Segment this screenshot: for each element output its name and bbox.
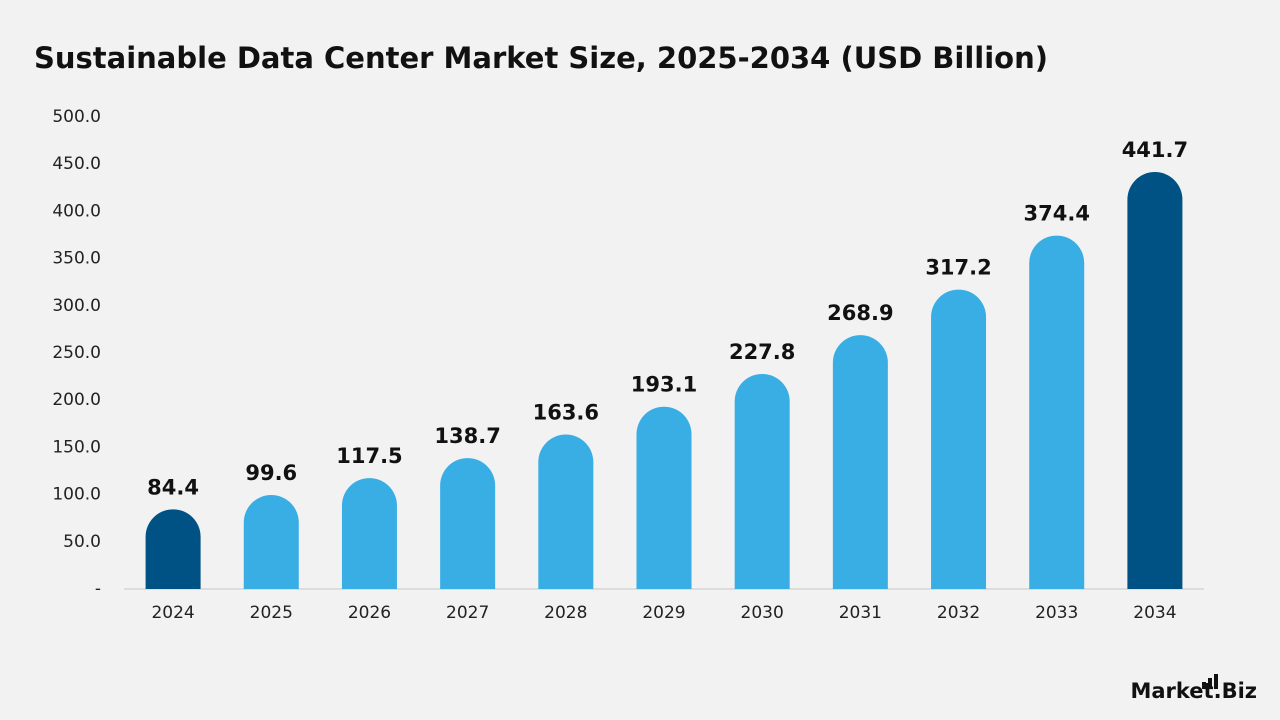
y-tick-label: 250.0 bbox=[52, 343, 101, 363]
x-tick-label: 2025 bbox=[250, 603, 293, 623]
value-label: 99.6 bbox=[245, 461, 297, 485]
x-tick-label: 2026 bbox=[348, 603, 391, 623]
bar bbox=[145, 509, 201, 589]
bar bbox=[734, 373, 790, 589]
x-tick-label: 2032 bbox=[937, 603, 980, 623]
y-tick-label: 500.0 bbox=[52, 107, 101, 127]
value-label: 163.6 bbox=[533, 401, 599, 425]
bar bbox=[636, 406, 692, 589]
value-label: 193.1 bbox=[631, 373, 697, 397]
bar bbox=[243, 494, 299, 589]
bar bbox=[1029, 235, 1085, 589]
bar bbox=[538, 434, 594, 589]
bar bbox=[440, 458, 496, 589]
value-label: 227.8 bbox=[729, 340, 795, 364]
x-tick-label: 2028 bbox=[544, 603, 587, 623]
value-label: 138.7 bbox=[434, 424, 500, 448]
value-label: 84.4 bbox=[147, 475, 199, 499]
value-label: 317.2 bbox=[925, 256, 991, 280]
y-tick-label: 450.0 bbox=[52, 154, 101, 174]
x-tick-label: 2031 bbox=[839, 603, 882, 623]
y-tick-label: 150.0 bbox=[52, 437, 101, 457]
chart-title: Sustainable Data Center Market Size, 202… bbox=[34, 41, 1048, 75]
x-tick-label: 2030 bbox=[741, 603, 784, 623]
value-label: 441.7 bbox=[1122, 138, 1188, 162]
x-tick-label: 2033 bbox=[1035, 603, 1078, 623]
y-tick-label: 350.0 bbox=[52, 249, 101, 269]
y-tick-label: - bbox=[95, 579, 101, 599]
value-label: 374.4 bbox=[1024, 202, 1090, 226]
logo: Market.Biz bbox=[1130, 679, 1257, 703]
x-tick-label: 2034 bbox=[1133, 603, 1176, 623]
y-tick-label: 50.0 bbox=[63, 532, 101, 552]
x-tick-label: 2024 bbox=[151, 603, 194, 623]
bar bbox=[832, 335, 888, 589]
y-tick-label: 300.0 bbox=[52, 296, 101, 316]
x-tick-label: 2027 bbox=[446, 603, 489, 623]
x-tick-label: 2029 bbox=[642, 603, 685, 623]
bar bbox=[341, 478, 397, 589]
value-label: 268.9 bbox=[827, 301, 893, 325]
bar bbox=[1127, 172, 1183, 589]
value-label: 117.5 bbox=[336, 444, 402, 468]
y-tick-label: 100.0 bbox=[52, 485, 101, 505]
y-tick-label: 200.0 bbox=[52, 390, 101, 410]
logo-icon bbox=[1202, 674, 1218, 689]
y-tick-label: 400.0 bbox=[52, 201, 101, 221]
bar bbox=[931, 289, 987, 589]
